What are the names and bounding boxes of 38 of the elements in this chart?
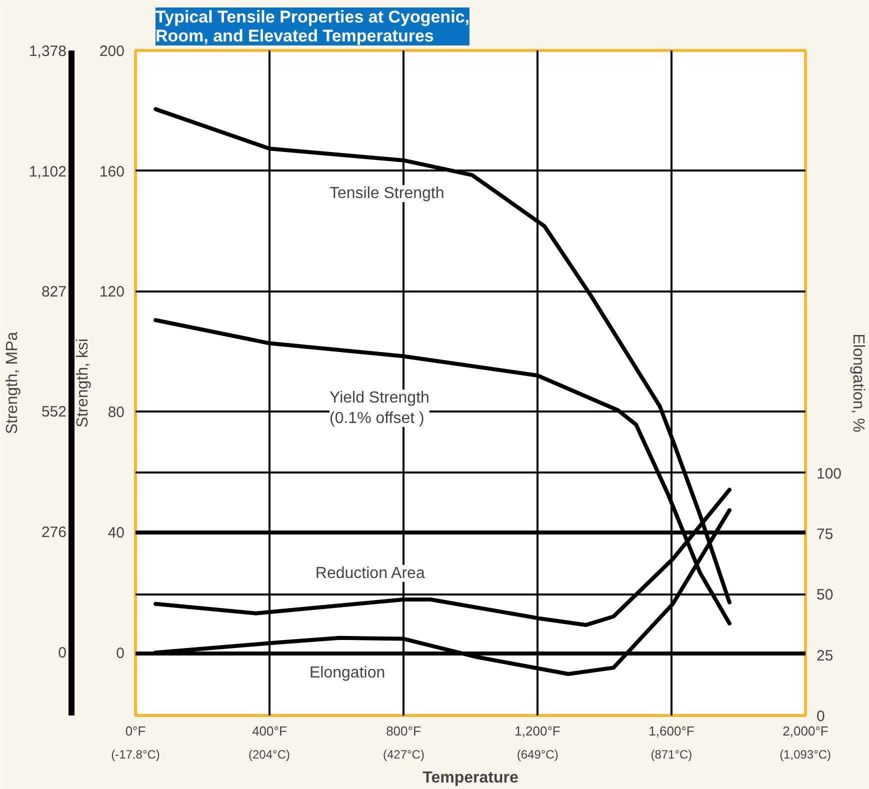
y3-tick-label: 1,378 [28,43,67,60]
x2-tick-label: (649°C) [516,748,558,762]
x2-tick-label: (-17.8°C) [111,748,160,762]
y3-tick-label: 276 [41,524,67,541]
chart-title: Typical Tensile Properties at Cyogenic, Room, and Elevated Temperatures [156,8,470,46]
y3-tick-label: 827 [41,283,67,300]
series-label: Elongation [310,664,386,682]
x2-tick-label: (427°C) [382,748,424,762]
x2-tick-label: (871°C) [650,748,692,762]
y3-tick-label: 1,102 [28,163,67,180]
y-tick-label: 0 [116,644,124,662]
x-axis-title: Temperature [422,770,518,786]
x-tick-label: 1,600°F [648,724,694,738]
y-tick-label: 160 [99,163,125,180]
series-label: Reduction Area [315,564,425,582]
y-tick-label: 120 [99,284,125,301]
x-tick-label: 1,200°F [514,724,560,738]
y3-axis-title: Strength, MPa [4,332,21,434]
y-tick-label: 80 [108,404,125,422]
x2-tick-label: (1,093°C) [780,748,832,762]
y2-tick-label: 100 [816,465,842,482]
y2-tick-label: 0 [816,708,825,725]
series-label: Yield Strength (0.1% offset ) [330,390,430,427]
x-tick-label: 800°F [386,724,421,738]
y2-tick-label: 50 [816,586,834,604]
y2-tick-label: 25 [816,647,834,664]
x-tick-label: 2,000°F [782,724,828,738]
y3-tick-label: 0 [58,644,66,662]
y2-axis-title: Elongation, % [850,334,867,432]
x2-tick-label: (204°C) [248,748,290,762]
x-tick-label: 400°F [252,724,287,738]
y2-tick-label: 75 [816,526,834,543]
y-tick-label: 40 [108,524,125,542]
y-tick-label: 200 [99,43,125,60]
y-axis-title: Strength, ksi [74,338,92,428]
series-label: Tensile Strength [330,185,444,202]
x-tick-label: 0°F [125,724,146,738]
y3-tick-label: 552 [41,403,67,420]
